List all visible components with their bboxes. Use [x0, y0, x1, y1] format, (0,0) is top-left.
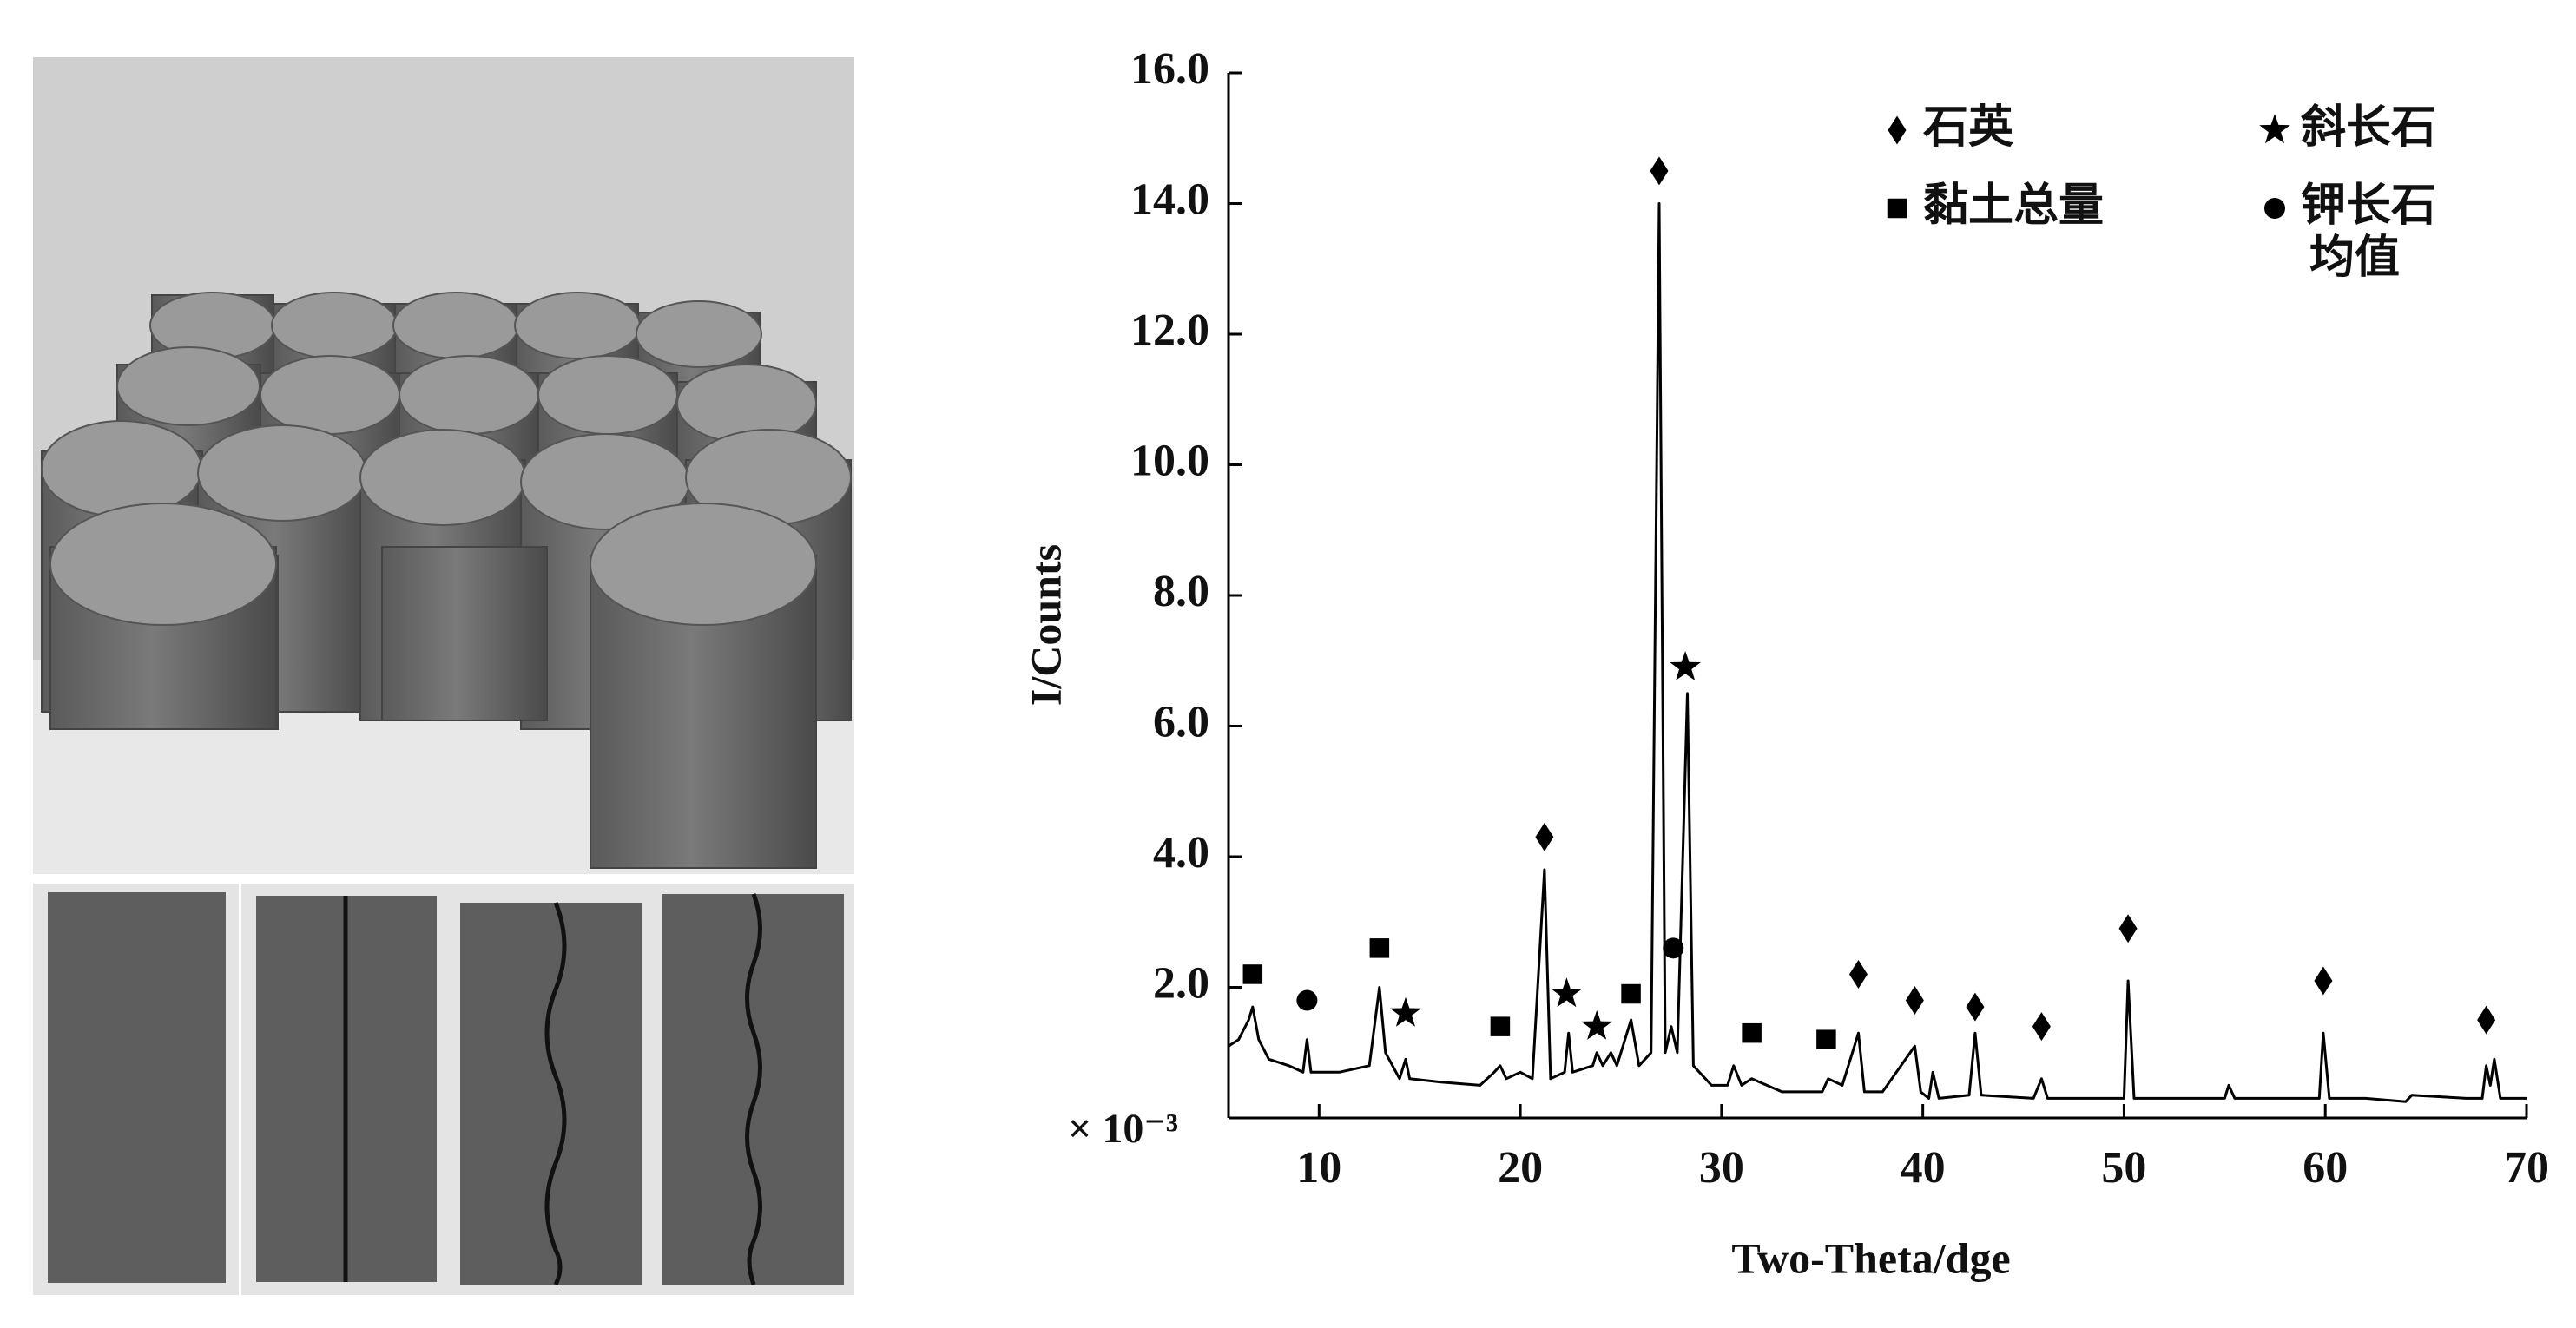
- star-marker: [1390, 996, 1421, 1027]
- x-tick-label: 20: [1498, 1143, 1543, 1193]
- diamond-marker: [1905, 986, 1924, 1016]
- star-marker: [1670, 651, 1701, 680]
- diamond-marker: [2314, 966, 2333, 996]
- square-marker: [1490, 1016, 1511, 1036]
- x-tick-label: 40: [1901, 1143, 1946, 1193]
- y-tick-label: 16.0: [1130, 44, 1209, 94]
- y-axis-title: I/Counts: [1021, 544, 1070, 706]
- diamond-marker: [1966, 992, 1985, 1022]
- square-marker: [1816, 1029, 1836, 1049]
- y-tick-label: 14.0: [1130, 174, 1209, 224]
- square-marker: [1369, 938, 1390, 958]
- legend-note: 均值: [2309, 232, 2400, 284]
- x-tick-label: 30: [1699, 1143, 1744, 1193]
- square-marker: [1742, 1022, 1762, 1043]
- circle-marker: [1296, 989, 1318, 1011]
- diamond-marker: [1848, 959, 1868, 989]
- star-marker: [1551, 977, 1583, 1008]
- diamond-marker: [1535, 822, 1554, 851]
- x-axis-title: Two-Theta/dge: [1731, 1233, 2010, 1282]
- square-marker: [1242, 964, 1263, 984]
- x-tick-label: 10: [1296, 1143, 1341, 1193]
- diamond-marker: [2477, 1005, 2496, 1035]
- y-tick-label: 8.0: [1153, 567, 1209, 616]
- x-tick-label: 70: [2504, 1143, 2549, 1193]
- x-tick-label: 50: [2101, 1143, 2146, 1193]
- square-marker: [1621, 983, 1641, 1004]
- legend-label: 黏土总量: [1923, 180, 2104, 232]
- diamond-marker: [1650, 156, 1669, 186]
- y-tick-label: 6.0: [1153, 697, 1209, 746]
- star-marker: [1581, 1009, 1612, 1040]
- legend-symbol: [2264, 198, 2285, 219]
- legend-symbol: [2259, 114, 2290, 144]
- x-tick-label: 60: [2303, 1143, 2348, 1193]
- diamond-marker: [2118, 914, 2138, 943]
- y-tick-label: 4.0: [1153, 828, 1209, 878]
- xrd-line: [1228, 202, 2527, 1103]
- specimen-photo: [33, 57, 854, 1295]
- unit-label: × 10⁻³: [1068, 1106, 1178, 1152]
- y-tick-label: 2.0: [1153, 958, 1209, 1008]
- diamond-marker: [2032, 1012, 2051, 1042]
- circle-marker: [1663, 937, 1684, 959]
- legend-label: 石英: [1923, 102, 2014, 154]
- y-tick-label: 10.0: [1130, 436, 1209, 485]
- legend-symbol: [1888, 115, 1907, 145]
- y-tick-label: 12.0: [1130, 306, 1209, 355]
- legend-label: 斜长石: [2301, 102, 2436, 154]
- legend-symbol: [1887, 198, 1907, 219]
- legend-label: 钾长石: [2301, 180, 2436, 232]
